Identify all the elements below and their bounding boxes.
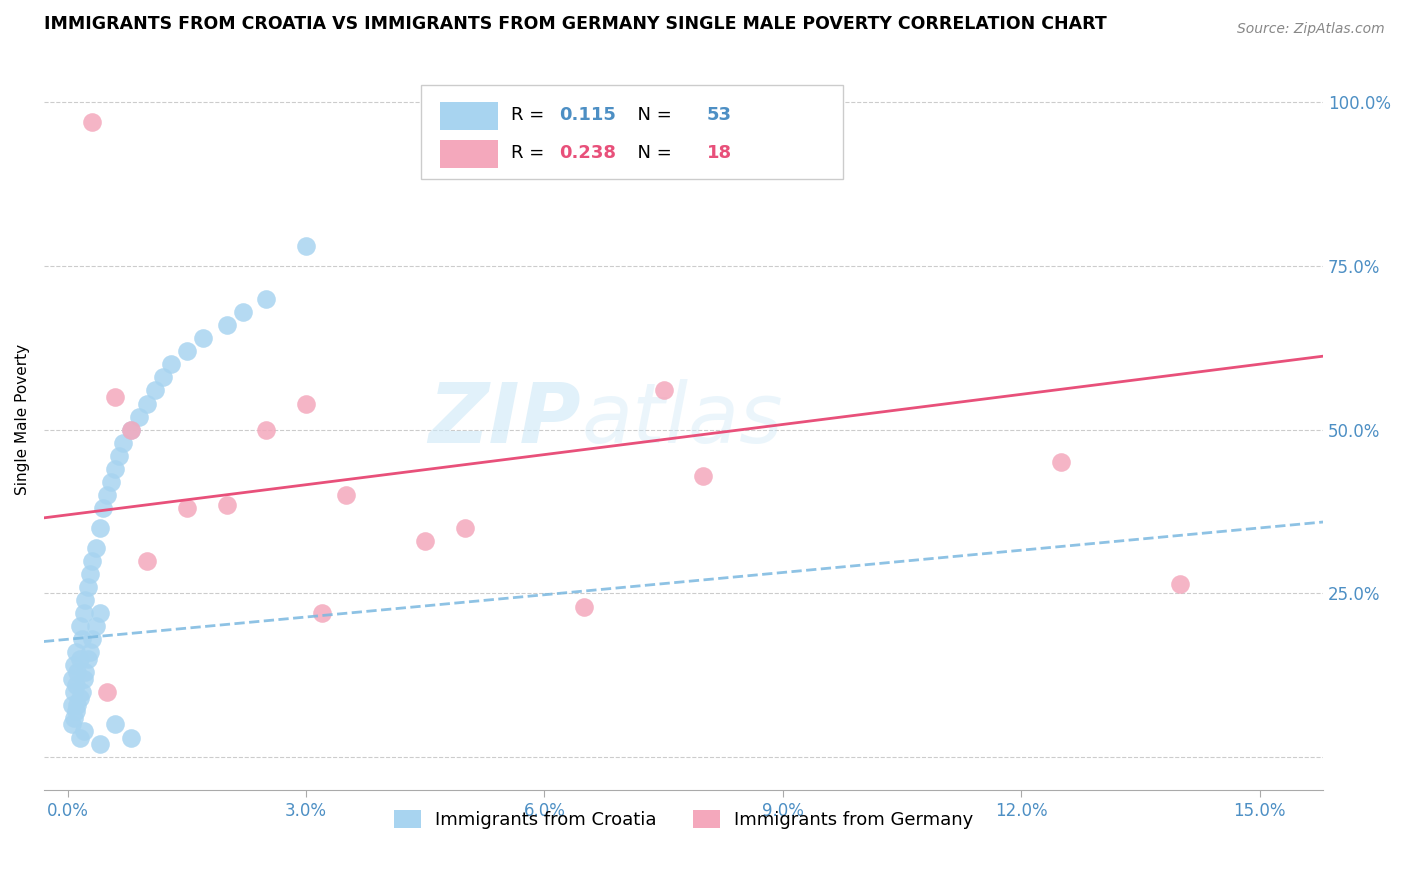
Point	[63, 658, 86, 673]
Text: N =: N =	[626, 106, 678, 124]
Point	[100, 475, 122, 489]
Point	[120, 423, 142, 437]
Point	[69, 731, 91, 745]
Point	[108, 449, 131, 463]
Point	[69, 652, 91, 666]
Point	[136, 396, 159, 410]
Point	[66, 698, 89, 712]
Point	[295, 396, 318, 410]
Text: 0.238: 0.238	[560, 145, 616, 162]
Point	[128, 409, 150, 424]
Point	[231, 305, 253, 319]
Point	[72, 672, 94, 686]
Point	[136, 554, 159, 568]
Point	[311, 606, 333, 620]
Point	[66, 665, 89, 679]
Point	[79, 645, 101, 659]
Text: Source: ZipAtlas.com: Source: ZipAtlas.com	[1237, 22, 1385, 37]
Point	[120, 423, 142, 437]
Point	[75, 665, 97, 679]
Point	[413, 534, 436, 549]
Point	[335, 488, 357, 502]
Point	[70, 684, 93, 698]
Point	[89, 521, 111, 535]
Point	[254, 423, 277, 437]
Text: R =: R =	[510, 106, 550, 124]
Text: IMMIGRANTS FROM CROATIA VS IMMIGRANTS FROM GERMANY SINGLE MALE POVERTY CORRELATI: IMMIGRANTS FROM CROATIA VS IMMIGRANTS FR…	[44, 15, 1107, 33]
Point	[80, 115, 103, 129]
Point	[96, 488, 118, 502]
Point	[295, 239, 318, 253]
Text: 53: 53	[707, 106, 731, 124]
Text: R =: R =	[510, 145, 550, 162]
Point	[72, 606, 94, 620]
Point	[104, 717, 127, 731]
Point	[76, 652, 98, 666]
Point	[89, 737, 111, 751]
Point	[72, 723, 94, 738]
Point	[176, 501, 198, 516]
Point	[80, 554, 103, 568]
Point	[254, 292, 277, 306]
Point	[93, 501, 115, 516]
Point	[69, 619, 91, 633]
Text: ZIP: ZIP	[429, 379, 581, 460]
Point	[176, 344, 198, 359]
Point	[65, 704, 87, 718]
Point	[84, 541, 107, 555]
Bar	[440, 140, 498, 169]
Text: 0.115: 0.115	[560, 106, 616, 124]
Point	[76, 580, 98, 594]
Point	[60, 672, 83, 686]
Point	[80, 632, 103, 647]
Point	[160, 357, 183, 371]
Point	[96, 684, 118, 698]
Point	[79, 566, 101, 581]
Point	[652, 384, 675, 398]
Point	[692, 468, 714, 483]
Point	[65, 678, 87, 692]
Point	[152, 370, 174, 384]
Point	[574, 599, 596, 614]
Bar	[440, 102, 498, 129]
Point	[60, 698, 83, 712]
Point	[65, 645, 87, 659]
Point	[1050, 455, 1073, 469]
Legend: Immigrants from Croatia, Immigrants from Germany: Immigrants from Croatia, Immigrants from…	[387, 803, 981, 837]
Point	[104, 390, 127, 404]
Point	[63, 711, 86, 725]
Point	[70, 632, 93, 647]
Point	[75, 593, 97, 607]
Point	[104, 462, 127, 476]
Point	[63, 684, 86, 698]
Text: N =: N =	[626, 145, 678, 162]
Point	[143, 384, 166, 398]
Y-axis label: Single Male Poverty: Single Male Poverty	[15, 344, 30, 495]
Point	[112, 435, 135, 450]
Point	[191, 331, 214, 345]
Point	[89, 606, 111, 620]
Point	[215, 498, 238, 512]
Point	[1168, 576, 1191, 591]
Point	[84, 619, 107, 633]
Point	[69, 691, 91, 706]
Point	[120, 731, 142, 745]
Point	[215, 318, 238, 332]
Point	[60, 717, 83, 731]
Text: atlas: atlas	[581, 379, 783, 460]
Text: 18: 18	[707, 145, 731, 162]
Point	[454, 521, 477, 535]
FancyBboxPatch shape	[422, 85, 844, 179]
